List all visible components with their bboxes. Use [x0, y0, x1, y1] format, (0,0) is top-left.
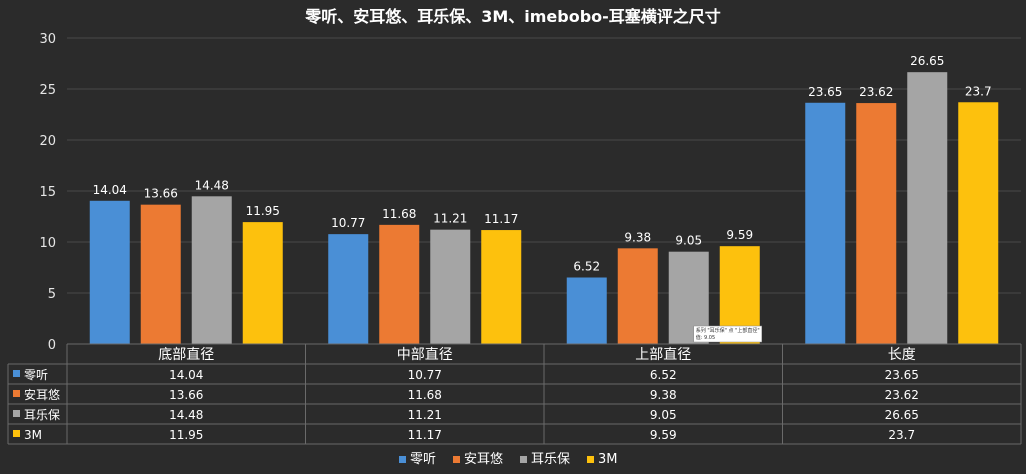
table-cell: 26.65	[885, 408, 919, 422]
data-label: 9.59	[726, 228, 753, 242]
data-label: 11.95	[246, 204, 280, 218]
category-label: 上部直径	[635, 346, 691, 363]
data-label: 23.62	[859, 85, 893, 99]
category-label: 底部直径	[158, 346, 214, 363]
table-cell: 9.38	[650, 388, 677, 402]
legend-swatch	[453, 456, 460, 463]
y-tick-label: 0	[48, 338, 56, 353]
table-series-name: 耳乐保	[24, 408, 60, 422]
bar	[805, 102, 846, 345]
table-cell: 9.59	[650, 428, 677, 442]
bar	[328, 234, 369, 344]
data-label: 11.21	[433, 212, 467, 226]
category-label: 长度	[888, 347, 916, 363]
legend-swatch	[587, 456, 594, 463]
y-tick-label: 15	[39, 185, 56, 200]
bar	[566, 277, 607, 344]
tooltip-line: 值: 9.05	[696, 334, 715, 341]
data-label: 10.77	[331, 216, 365, 230]
chart-title: 零听、安耳悠、耳乐保、3M、imebobo-耳塞横评之尺寸	[304, 7, 721, 26]
legend-swatch	[399, 456, 406, 463]
table-cell: 11.21	[408, 408, 442, 422]
data-label: 23.65	[808, 85, 842, 99]
y-tick-label: 20	[39, 134, 56, 149]
legend-label: 安耳悠	[464, 452, 503, 467]
bar	[856, 103, 897, 345]
table-series-swatch	[13, 430, 20, 437]
table-series-swatch	[13, 370, 20, 377]
table-cell: 23.7	[888, 428, 915, 442]
table-cell: 11.68	[408, 388, 442, 402]
data-label: 14.04	[93, 183, 127, 197]
table-series-swatch	[13, 390, 20, 397]
table-cell: 23.62	[885, 388, 919, 402]
table-cell: 11.17	[408, 428, 442, 442]
tooltip-box	[693, 325, 762, 343]
y-tick-label: 5	[48, 287, 56, 302]
category-label: 中部直径	[397, 346, 453, 363]
legend-label: 3M	[598, 452, 618, 467]
table-series-name: 3M	[24, 428, 42, 442]
bar	[191, 196, 232, 344]
y-tick-label: 10	[39, 236, 56, 251]
table-series-swatch	[13, 410, 20, 417]
table-cell: 14.04	[169, 368, 203, 382]
data-label: 11.17	[484, 212, 518, 226]
legend-label: 零听	[410, 452, 436, 467]
table-cell: 10.77	[408, 368, 442, 382]
table-cell: 14.48	[169, 408, 203, 422]
bar	[617, 248, 658, 344]
data-label: 26.65	[910, 54, 944, 68]
table-series-name: 零听	[24, 368, 48, 382]
table-cell: 13.66	[169, 388, 203, 402]
bar	[907, 72, 948, 345]
table-cell: 23.65	[885, 368, 919, 382]
bar	[430, 229, 471, 344]
legend-swatch	[520, 456, 527, 463]
data-label: 6.52	[573, 259, 600, 273]
bar	[481, 230, 522, 344]
data-label: 9.05	[675, 234, 702, 248]
data-label: 11.68	[382, 207, 416, 221]
bar	[140, 204, 181, 344]
data-label: 13.66	[144, 187, 178, 201]
data-label: 14.48	[195, 178, 229, 192]
table-cell: 9.05	[650, 408, 677, 422]
y-tick-label: 25	[39, 83, 56, 98]
table-cell: 11.95	[169, 428, 203, 442]
table-series-name: 安耳悠	[24, 387, 60, 402]
bar	[89, 200, 130, 344]
legend-label: 耳乐保	[531, 452, 570, 467]
table-cell: 6.52	[650, 368, 677, 382]
data-label: 9.38	[624, 230, 651, 244]
tooltip-line: 系列 "耳乐保" 点 "上部直径"	[696, 327, 760, 334]
bar	[379, 224, 420, 344]
bar	[242, 222, 283, 344]
data-label: 23.7	[965, 84, 992, 98]
bar	[958, 102, 999, 344]
y-tick-label: 30	[39, 32, 56, 47]
